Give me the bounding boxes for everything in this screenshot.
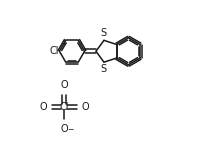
Text: −: −: [67, 125, 73, 134]
Text: Cl: Cl: [59, 102, 69, 112]
Text: S: S: [101, 64, 107, 74]
Text: O: O: [81, 102, 89, 112]
Text: O: O: [61, 124, 68, 134]
Text: +: +: [60, 39, 66, 48]
Text: S: S: [101, 28, 107, 38]
Text: O: O: [40, 102, 47, 112]
Text: O: O: [61, 80, 68, 90]
Text: Cl: Cl: [49, 46, 59, 56]
